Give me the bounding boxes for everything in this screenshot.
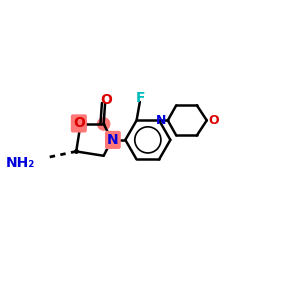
Text: O: O bbox=[208, 114, 219, 127]
Text: NH₂: NH₂ bbox=[6, 156, 35, 170]
Text: O: O bbox=[100, 93, 112, 107]
Text: N: N bbox=[156, 114, 166, 127]
Circle shape bbox=[74, 118, 87, 130]
Text: N: N bbox=[107, 133, 119, 147]
Circle shape bbox=[106, 134, 118, 146]
Circle shape bbox=[98, 118, 110, 130]
Text: O: O bbox=[73, 116, 85, 130]
Text: F: F bbox=[136, 91, 145, 105]
